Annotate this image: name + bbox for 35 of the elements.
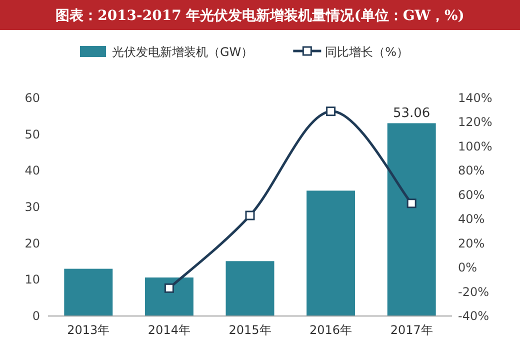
y2-tick-label: 140% — [458, 91, 492, 105]
x-tick-label: 2017年 — [390, 323, 433, 337]
bar — [387, 123, 436, 316]
data-label: 53.06 — [392, 106, 430, 122]
y-tick-label: 20 — [24, 236, 40, 250]
x-tick-label: 2013年 — [67, 323, 110, 337]
bar — [226, 261, 274, 316]
y2-tick-label: 40% — [458, 212, 485, 226]
y-tick-label: 50 — [24, 127, 40, 142]
legend-label: 光伏发电新增装机（GW） — [112, 45, 254, 59]
legend-label: 同比增长（%） — [325, 45, 409, 59]
y-tick-label: 0 — [32, 309, 40, 323]
y2-tick-label: -20% — [458, 284, 490, 299]
point — [245, 210, 255, 220]
point — [326, 106, 336, 116]
y2-tick-label: 0% — [458, 260, 478, 275]
point — [164, 283, 174, 293]
x-tick-label: 2015年 — [228, 323, 272, 337]
y-tick-label: 10 — [24, 272, 40, 287]
y-tick-label: 60 — [24, 91, 40, 105]
x-tick-label: 2016年 — [310, 323, 352, 337]
bar — [64, 268, 113, 316]
x-tick-label: 2014年 — [148, 323, 190, 337]
bar — [144, 277, 194, 316]
bar — [306, 190, 356, 316]
y2-tick-label: 60% — [458, 188, 485, 202]
y2-tick-label: 120% — [458, 115, 492, 130]
y2-tick-label: 20% — [458, 236, 485, 250]
chart-title: 图表：2013-2017 年光伏发电新增装机量情况(单位：GW，%) — [56, 7, 464, 24]
y-tick-label: 40 — [24, 164, 40, 178]
y2-tick-label: 100% — [458, 139, 492, 154]
y-tick-label: 30 — [24, 200, 40, 214]
point — [406, 198, 416, 208]
y2-tick-label: -40% — [458, 309, 490, 323]
y2-tick-label: 80% — [458, 164, 485, 178]
